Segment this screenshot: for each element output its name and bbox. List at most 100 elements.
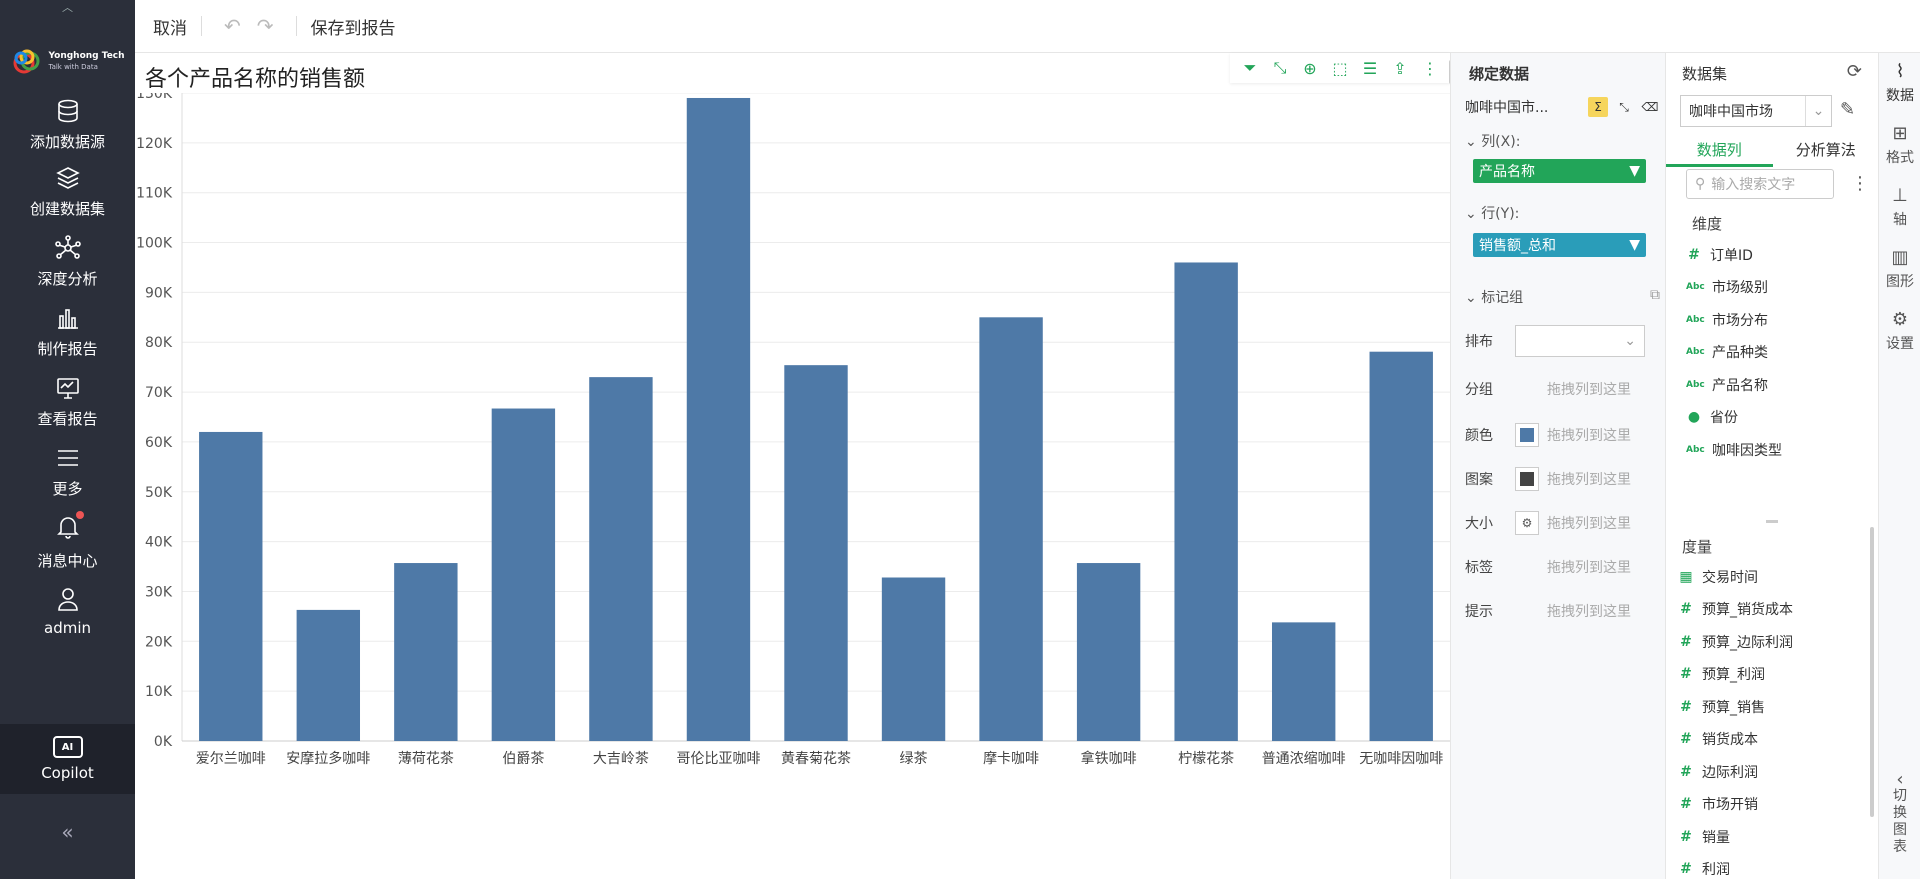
chevron-down-icon[interactable]: ⌄	[1465, 290, 1477, 306]
caret-down-icon[interactable]: ▼	[1629, 237, 1640, 253]
chevron-down-icon[interactable]: ⌄	[1465, 206, 1477, 222]
bind-header: 绑定数据	[1469, 65, 1530, 83]
field-item[interactable]: Abc 产品种类	[1686, 342, 1768, 362]
bar-chart: 0K 10K 20K 30K 40K 50K 60K 70K 80K 90K 100K 110K 120…	[136, 93, 1450, 767]
cancel-button[interactable]: 取消	[153, 18, 187, 39]
field-item[interactable]: # 利润	[1678, 859, 1730, 879]
redo-icon[interactable]: ↷	[256, 14, 274, 38]
select-icon[interactable]: ⬚	[1332, 58, 1348, 78]
field-item[interactable]: # 预算_边际利润	[1678, 632, 1793, 652]
field-name: 市场级别	[1712, 280, 1768, 296]
list-icon[interactable]: ☰	[1362, 58, 1378, 78]
notification-dot	[75, 510, 84, 519]
globe-icon: ●	[1687, 409, 1701, 425]
nav-deep-analysis[interactable]: 深度分析	[0, 226, 135, 296]
monitor-icon	[56, 377, 79, 399]
nav-view-report[interactable]: 查看报告	[0, 366, 135, 436]
group-label: 分组	[1465, 382, 1493, 398]
swap-axis-icon[interactable]: ⤡	[1273, 58, 1287, 77]
nav-user[interactable]: admin	[0, 576, 135, 646]
bar	[296, 609, 361, 741]
dataset-select[interactable]: 咖啡中国市场 ⌄	[1680, 95, 1832, 127]
search-input[interactable]: ⚲ 输入搜索文字	[1686, 169, 1834, 199]
bar	[979, 317, 1043, 741]
color-drop-zone[interactable]: 拖拽列到这里	[1547, 428, 1631, 444]
field-name: 市场分布	[1712, 313, 1768, 329]
copilot-button[interactable]: AI Copilot	[0, 724, 135, 794]
pattern-drop-zone[interactable]: 拖拽列到这里	[1547, 472, 1631, 488]
nav-add-datasource[interactable]: 添加数据源	[0, 92, 135, 156]
field-item[interactable]: # 销货成本	[1678, 729, 1758, 749]
color-swatch-icon[interactable]	[1515, 423, 1539, 447]
filter-icon[interactable]: ⏷	[1243, 58, 1257, 77]
layout-select[interactable]: ⌄	[1515, 325, 1645, 357]
size-drop-zone[interactable]: 拖拽列到这里	[1547, 516, 1631, 532]
field-name: 预算_边际利润	[1702, 635, 1793, 651]
switch-chart-button[interactable]: ‹ 切换图表	[1879, 771, 1920, 856]
splitter-handle[interactable]	[1766, 520, 1778, 523]
row-field-pill[interactable]: 销售额_总和 ▼	[1473, 233, 1646, 257]
tip-drop-zone[interactable]: 拖拽列到这里	[1547, 604, 1631, 620]
col-field-pill[interactable]: 产品名称 ▼	[1473, 159, 1646, 183]
collapse-sidebar-icon[interactable]: «	[61, 820, 74, 844]
rail-data[interactable]: ⌇ 数据	[1879, 61, 1920, 105]
field-item[interactable]: # 预算_销货成本	[1678, 599, 1793, 619]
save-to-report-button[interactable]: 保存到报告	[310, 18, 396, 39]
edit-icon[interactable]: ✎	[1840, 99, 1856, 120]
nav-more[interactable]: 更多	[0, 436, 135, 506]
dataset-panel: 数据集 ⟳ 咖啡中国市场 ⌄ ✎ 数据列 分析算法 ⚲ 输入搜索文字 ⋮ 维度 …	[1665, 53, 1878, 879]
group-drop-zone[interactable]: 拖拽列到这里	[1547, 382, 1631, 398]
mark-group-header: ⌄ 标记组 ⧉	[1465, 287, 1660, 307]
field-item[interactable]: # 边际利润	[1678, 762, 1758, 782]
bar	[881, 577, 946, 741]
caret-down-icon[interactable]: ▼	[1629, 163, 1640, 179]
rail-format[interactable]: ⊞ 格式	[1879, 123, 1920, 167]
sigma-icon[interactable]: Σ	[1588, 97, 1608, 117]
chevron-up-icon[interactable]: ︿	[62, 1, 73, 14]
size-row: 大小 ⚙ 拖拽列到这里	[1465, 511, 1660, 535]
export-icon[interactable]: ⇪	[1393, 58, 1407, 78]
tab-data-columns[interactable]: 数据列	[1666, 137, 1773, 167]
field-item[interactable]: # 订单ID	[1686, 245, 1753, 265]
number-type-icon: #	[1680, 666, 1692, 682]
more-vertical-icon[interactable]: ⋮	[1851, 173, 1869, 194]
x-tick-label: 黄春菊花茶	[781, 750, 851, 767]
number-type-icon: #	[1680, 796, 1692, 812]
field-item[interactable]: # 市场开销	[1678, 794, 1758, 814]
pattern-swatch-icon[interactable]	[1515, 467, 1539, 491]
nav-make-report[interactable]: 制作报告	[0, 296, 135, 366]
tab-analysis-algorithms[interactable]: 分析算法	[1795, 141, 1856, 159]
undo-icon[interactable]: ↶	[224, 14, 241, 38]
y-tick-label: 110K	[136, 186, 173, 202]
text-type-icon: Abc	[1686, 315, 1705, 325]
nav-create-dataset[interactable]: 创建数据集	[0, 156, 135, 226]
rail-graphic[interactable]: ▥ 图形	[1879, 247, 1920, 291]
field-item[interactable]: ▦ 交易时间	[1678, 567, 1758, 587]
bar	[589, 377, 653, 741]
nav-message-center[interactable]: 消息中心	[0, 506, 135, 576]
scrollbar[interactable]	[1870, 527, 1874, 817]
eraser-icon[interactable]: ⌫	[1641, 100, 1659, 114]
field-item[interactable]: # 销量	[1678, 827, 1730, 847]
logo-subtitle: Talk with Data	[48, 63, 98, 71]
sliders-icon[interactable]: ⚙	[1515, 511, 1539, 535]
field-item[interactable]: # 预算_销售	[1678, 697, 1765, 717]
tag-icon[interactable]: ⧉	[1650, 287, 1660, 303]
rail-axis[interactable]: ⊥ 轴	[1879, 185, 1920, 229]
field-item[interactable]: Abc 咖啡因类型	[1686, 440, 1782, 460]
field-item[interactable]: # 预算_利润	[1678, 664, 1765, 684]
rail-settings[interactable]: ⚙ 设置	[1879, 309, 1920, 353]
refresh-icon[interactable]: ⟳	[1846, 61, 1862, 82]
tag-drop-zone[interactable]: 拖拽列到这里	[1547, 560, 1631, 576]
chevron-down-icon[interactable]: ⌄	[1465, 134, 1477, 150]
zoom-in-icon[interactable]: ⊕	[1303, 58, 1317, 78]
swap-icon[interactable]: ⤡	[1619, 99, 1629, 114]
calendar-icon: ▦	[1679, 569, 1693, 585]
x-tick-label: 柠檬花茶	[1178, 751, 1234, 767]
field-item[interactable]: ● 省份	[1686, 407, 1738, 427]
field-item[interactable]: Abc 市场级别	[1686, 277, 1768, 297]
more-vertical-icon[interactable]: ⋮	[1422, 58, 1438, 78]
field-item[interactable]: Abc 产品名称	[1686, 375, 1768, 395]
nav-label: 创建数据集	[29, 199, 105, 218]
field-item[interactable]: Abc 市场分布	[1686, 310, 1768, 330]
